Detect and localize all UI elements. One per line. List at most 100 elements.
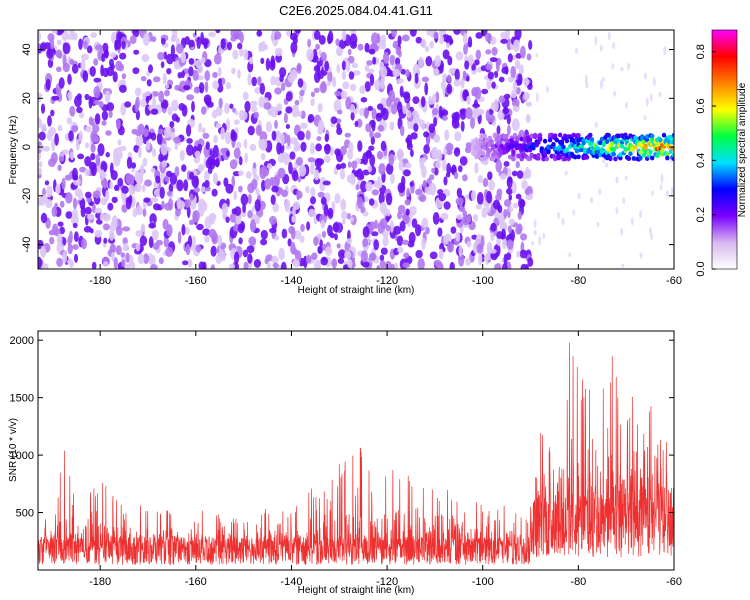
- spectrogram-cell: [453, 79, 462, 87]
- spectrogram-cell: [173, 136, 181, 144]
- spectrogram-cell: [86, 45, 93, 54]
- spectrogram-signal-cell: [594, 154, 600, 159]
- spectrogram-cell: [111, 215, 118, 226]
- spectrogram-cell: [81, 238, 87, 250]
- spectrogram-cell: [494, 212, 501, 218]
- spectrogram-cell: [204, 70, 210, 82]
- spectrogram-cell: [512, 105, 518, 111]
- spectrogram-signal-cell: [537, 136, 543, 142]
- spectrogram-cell: [269, 227, 277, 234]
- spectrogram-cell: [388, 153, 395, 166]
- spectrogram-signal-cell: [628, 151, 633, 157]
- spectrogram-cell: [371, 108, 377, 120]
- spectrogram-cell: [166, 68, 172, 75]
- spectrogram-cell: [172, 30, 178, 41]
- spectrogram-cell: [438, 105, 443, 118]
- spectrogram-cell: [418, 195, 425, 201]
- spectrogram-cell: [259, 131, 268, 142]
- x-tick-label: -80: [570, 576, 586, 588]
- spectrogram-cell: [522, 170, 527, 180]
- spectrogram-cell: [336, 163, 342, 170]
- spectrogram-cell: [639, 210, 642, 218]
- spectrogram-cell: [67, 258, 74, 265]
- spectrogram-cell: [365, 181, 373, 192]
- spectrogram-signal-cell: [532, 132, 538, 138]
- spectrogram-cell: [62, 42, 71, 55]
- spectrogram-cell: [238, 156, 243, 166]
- spectrogram-cell: [281, 228, 288, 239]
- spectrogram-cell: [379, 218, 388, 229]
- spectrogram-cell: [652, 77, 656, 86]
- spectrogram-cell: [57, 221, 64, 227]
- x-tick-label: -140: [280, 576, 302, 588]
- spectrogram-cell: [307, 38, 311, 48]
- spectrogram-cell: [486, 78, 492, 90]
- spectrogram-cell: [406, 142, 413, 151]
- spectrogram-cell: [596, 221, 600, 227]
- spectrogram-cell: [466, 240, 472, 248]
- spectrogram-cell: [46, 185, 53, 198]
- spectrogram-cell: [188, 66, 194, 77]
- spectrogram-cell: [254, 215, 261, 225]
- spectrogram-cell: [512, 81, 518, 92]
- spectrogram-cell: [408, 232, 416, 244]
- spectrogram-cell: [535, 53, 539, 58]
- spectrogram-signal-cell: [666, 139, 672, 145]
- spectrogram-cell: [150, 197, 159, 203]
- spectrogram-cell: [72, 244, 79, 250]
- spectrogram-cell: [57, 124, 63, 132]
- spectrogram-cell: [121, 259, 126, 267]
- spectrogram-cell: [521, 180, 528, 190]
- spectrogram-signal-cell: [579, 147, 585, 153]
- spectrogram-cell: [401, 239, 409, 245]
- spectrogram-cell: [54, 133, 59, 146]
- spectrogram-cell: [82, 70, 89, 83]
- spectrogram-cell: [146, 79, 152, 87]
- spectrogram-cell: [150, 264, 158, 269]
- spectrogram-cell: [460, 120, 465, 132]
- spectrogram-cell: [100, 197, 108, 206]
- spectrogram-cell: [380, 77, 385, 90]
- spectrogram-cell: [599, 44, 603, 52]
- spectrogram-cell: [409, 205, 417, 216]
- spectrogram-cell: [620, 66, 624, 72]
- spectrogram-cell: [211, 188, 218, 197]
- spectrogram-cell: [449, 38, 454, 45]
- spectrogram-cell: [423, 144, 430, 155]
- spectrogram-cell: [362, 169, 370, 176]
- spectrogram-signal-cell: [626, 156, 631, 161]
- spectrogram-cell: [376, 150, 384, 160]
- colorbar-tick-label: 0.2: [695, 207, 707, 222]
- chart-title: C2E6.2025.084.04.41.G11: [279, 3, 433, 18]
- spectrogram-cell: [446, 42, 450, 49]
- spectrogram-cell: [465, 142, 472, 149]
- spectrogram-cell: [313, 65, 321, 73]
- spectrogram-cell: [71, 125, 79, 132]
- spectrogram-cell: [443, 176, 448, 186]
- spectrogram-cell: [197, 198, 206, 209]
- spectrogram-cell: [240, 110, 248, 121]
- spectrogram-cell: [39, 144, 45, 151]
- spectrogram-cell: [317, 245, 323, 254]
- spectrogram-cell: [402, 262, 411, 269]
- spectrogram-cell: [272, 262, 279, 269]
- spectrogram-cell: [210, 264, 216, 269]
- spectrogram-cell: [660, 173, 664, 184]
- spectrogram-cell: [396, 235, 404, 247]
- spectrogram-cell: [137, 253, 145, 265]
- spectrogram-cell: [300, 141, 307, 152]
- spectrogram-cell: [230, 129, 236, 139]
- spectrogram-cell: [428, 123, 435, 134]
- spectrogram-cell: [167, 198, 174, 211]
- spectrogram-cell: [496, 188, 503, 197]
- spectrogram-cell: [334, 90, 341, 97]
- spectrogram-cell: [357, 43, 364, 51]
- spectrogram-cell: [67, 73, 72, 85]
- spectrogram-cell: [358, 173, 365, 180]
- spectrogram-cell: [524, 188, 531, 195]
- spectrogram-cell: [141, 53, 150, 63]
- spectrogram-cell: [238, 185, 243, 193]
- spectrogram-cell: [337, 109, 343, 115]
- spectrogram-cell: [374, 180, 383, 189]
- spectrogram-signal-cell: [504, 133, 509, 139]
